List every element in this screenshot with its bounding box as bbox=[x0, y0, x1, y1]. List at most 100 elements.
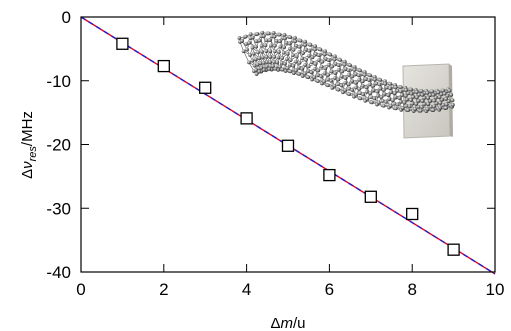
atom bbox=[266, 31, 271, 36]
atom bbox=[313, 62, 318, 66]
atom bbox=[383, 81, 388, 86]
atom bbox=[276, 49, 281, 54]
atom bbox=[346, 73, 351, 77]
nanotube bbox=[237, 30, 455, 113]
y-axis-label: Δνres/MHz bbox=[19, 111, 39, 179]
atom bbox=[282, 32, 287, 37]
atom bbox=[364, 89, 369, 94]
atom bbox=[420, 92, 425, 97]
atom bbox=[297, 60, 302, 65]
atom bbox=[279, 60, 284, 65]
atom bbox=[306, 64, 311, 69]
x-tick-label: 4 bbox=[242, 280, 251, 299]
atom bbox=[440, 97, 444, 102]
atom bbox=[375, 93, 380, 98]
atom bbox=[405, 97, 409, 102]
atom bbox=[267, 38, 272, 43]
atom bbox=[398, 89, 403, 94]
atom bbox=[392, 101, 397, 106]
atom bbox=[328, 52, 333, 57]
atom bbox=[322, 79, 327, 84]
atom bbox=[287, 46, 292, 51]
atom bbox=[293, 35, 297, 40]
data-markers bbox=[116, 37, 460, 256]
atom bbox=[350, 79, 355, 84]
atom bbox=[248, 53, 252, 57]
atom bbox=[367, 78, 372, 83]
atom bbox=[316, 68, 321, 73]
atom bbox=[393, 106, 398, 111]
atom bbox=[333, 61, 338, 66]
atom bbox=[360, 83, 365, 88]
atom bbox=[354, 92, 358, 97]
atom bbox=[306, 69, 311, 73]
atom bbox=[393, 85, 398, 90]
atom bbox=[319, 64, 324, 69]
atom bbox=[364, 77, 369, 81]
atom bbox=[264, 64, 269, 69]
atom bbox=[376, 100, 381, 105]
atom bbox=[288, 62, 293, 67]
atom bbox=[352, 65, 357, 69]
atom bbox=[273, 49, 277, 54]
atom bbox=[312, 75, 317, 80]
atom bbox=[304, 47, 309, 52]
atom bbox=[258, 61, 263, 66]
atom bbox=[283, 36, 287, 41]
atom bbox=[342, 62, 347, 67]
atom bbox=[320, 59, 325, 64]
y-tick-label: 0 bbox=[62, 8, 71, 27]
atom bbox=[264, 60, 269, 65]
atom bbox=[281, 50, 286, 55]
atom bbox=[422, 95, 427, 100]
atom bbox=[313, 44, 318, 49]
atom bbox=[297, 49, 302, 54]
atom bbox=[316, 58, 321, 63]
atom bbox=[385, 85, 389, 90]
atom bbox=[288, 58, 293, 62]
atom bbox=[432, 98, 437, 103]
atom bbox=[259, 65, 264, 70]
atom bbox=[336, 63, 341, 68]
atom bbox=[333, 71, 338, 76]
atom bbox=[255, 62, 260, 67]
atom bbox=[382, 87, 386, 92]
atom bbox=[309, 70, 314, 75]
atom bbox=[418, 108, 423, 113]
atom bbox=[323, 56, 328, 61]
atom bbox=[257, 56, 262, 61]
atom bbox=[347, 86, 352, 91]
data-point bbox=[364, 190, 377, 203]
atom bbox=[340, 69, 345, 74]
atom bbox=[322, 71, 327, 76]
atom bbox=[380, 99, 385, 103]
atom bbox=[332, 76, 337, 80]
atom bbox=[395, 88, 400, 93]
atom bbox=[339, 74, 344, 79]
atom bbox=[415, 95, 419, 100]
atom bbox=[367, 82, 372, 87]
atom bbox=[373, 77, 377, 82]
atom bbox=[375, 89, 380, 94]
atom bbox=[243, 34, 248, 39]
atom bbox=[260, 55, 265, 60]
atom bbox=[240, 38, 245, 43]
atom bbox=[357, 77, 362, 82]
atom bbox=[326, 83, 330, 88]
atom bbox=[294, 43, 299, 48]
atom bbox=[282, 45, 287, 50]
atom bbox=[268, 49, 273, 54]
atom bbox=[393, 95, 398, 100]
atom bbox=[261, 60, 266, 65]
atom bbox=[303, 71, 307, 76]
atom bbox=[263, 43, 268, 48]
atom bbox=[300, 66, 305, 71]
atom bbox=[322, 52, 327, 57]
atom bbox=[326, 77, 331, 82]
x-tick-label: 0 bbox=[76, 280, 85, 299]
atom bbox=[432, 104, 437, 109]
atom bbox=[449, 92, 454, 97]
atom bbox=[425, 107, 430, 112]
atom bbox=[274, 38, 279, 43]
atom bbox=[317, 53, 321, 58]
